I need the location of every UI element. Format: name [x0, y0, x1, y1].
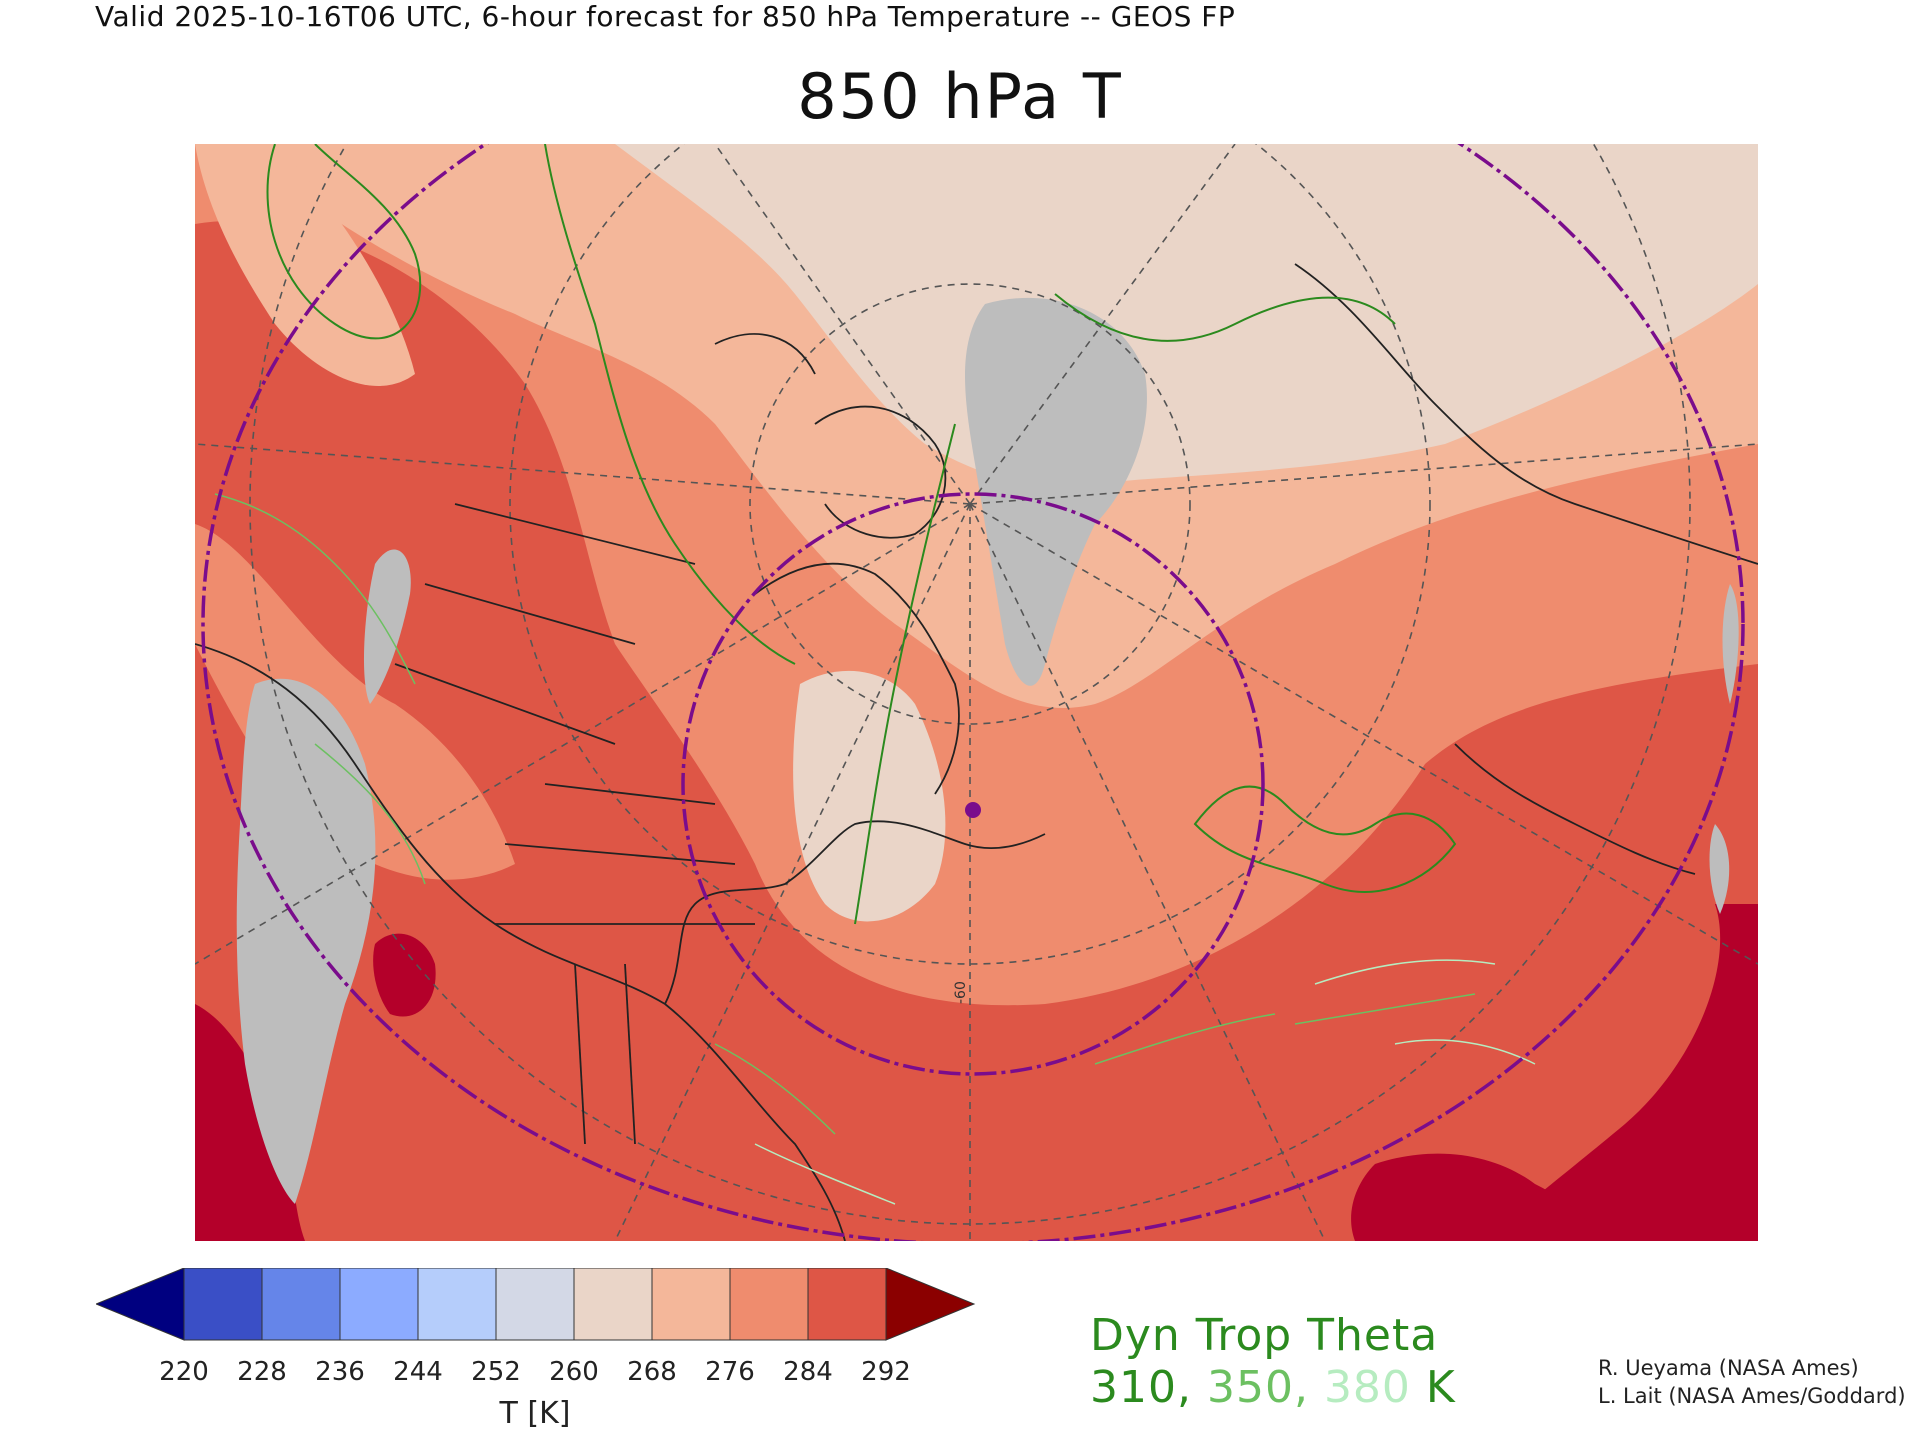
colorbar-units: T [K] — [499, 1396, 571, 1431]
reference-rings — [201, 144, 1745, 1241]
colorbar-swatch — [495, 1268, 575, 1341]
masked-rockies — [236, 678, 376, 1204]
temperature-field-hot-east — [1485, 904, 1758, 1241]
colorbar-swatch — [573, 1268, 653, 1341]
masked-alaska — [363, 549, 411, 704]
colorbar-swatch-min — [96, 1268, 185, 1341]
colorbar-swatch — [339, 1268, 419, 1341]
colorbar-swatch — [183, 1268, 263, 1341]
colorbar-swatch — [807, 1268, 887, 1341]
legend-value-310: 310 — [1090, 1362, 1177, 1413]
temperature-field-very-cold-bay — [793, 670, 946, 922]
colorbar-tick-label: 244 — [393, 1357, 443, 1387]
temperature-field-hot-south — [1351, 1153, 1595, 1241]
trop-350-contours — [214, 493, 1476, 1135]
colorbar-tick-label: 252 — [471, 1357, 521, 1387]
temperature-field-cold-north — [195, 144, 415, 386]
temperature-field-mild-west — [195, 524, 515, 880]
map-title: 850 hPa T — [797, 60, 1123, 133]
colorbar-swatch-max — [885, 1268, 976, 1341]
colorbar-tick-label: 236 — [315, 1357, 365, 1387]
colorbar-tick-label: 292 — [861, 1357, 911, 1387]
colorbar-swatch — [417, 1268, 497, 1341]
legend-values: 310, 350, 380 K — [1090, 1362, 1456, 1413]
trop-310-contours — [266, 144, 1457, 925]
colorbar — [96, 1268, 976, 1341]
coastlines — [195, 263, 1758, 1241]
credit-ueyama: R. Ueyama (NASA Ames) — [1598, 1356, 1859, 1380]
colorbar-swatch — [261, 1268, 341, 1341]
reference-point — [965, 802, 981, 818]
graticule — [195, 144, 1758, 1241]
colorbar-tick-label: 276 — [705, 1357, 755, 1387]
temperature-field-hot-west — [195, 1004, 305, 1241]
temperature-field-very-cold — [615, 144, 1758, 487]
legend-title: Dyn Trop Theta — [1090, 1310, 1439, 1361]
colorbar-swatch — [729, 1268, 809, 1341]
colorbar-tick-label: 284 — [783, 1357, 833, 1387]
legend-value-350: 350 — [1206, 1362, 1294, 1413]
legend-unit: K — [1425, 1362, 1456, 1413]
colorbar-tick-label: 228 — [237, 1357, 287, 1387]
colorbar-tick-label: 220 — [159, 1357, 209, 1387]
colorbar-swatch — [651, 1268, 731, 1341]
colorbar-tick-label: 260 — [549, 1357, 599, 1387]
masked-himalaya — [1709, 824, 1730, 914]
contour-label: -60 — [953, 981, 969, 1004]
temperature-map[interactable]: -60 — [195, 144, 1758, 1241]
colorbar-tick-label: 268 — [627, 1357, 677, 1387]
colorbar-swatches — [96, 1268, 976, 1341]
legend-value-380: 380 — [1323, 1362, 1411, 1413]
temperature-field-hot-central — [373, 933, 436, 1017]
valid-time-header: Valid 2025-10-16T06 UTC, 6-hour forecast… — [95, 0, 1236, 33]
masked-urals — [1722, 584, 1739, 704]
credit-lait: L. Lait (NASA Ames/Goddard) — [1598, 1384, 1906, 1408]
